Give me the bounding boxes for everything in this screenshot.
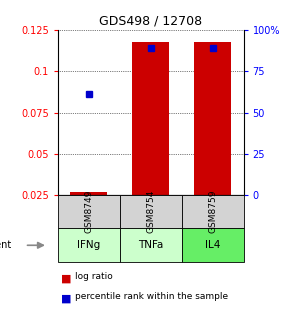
Bar: [70, 192, 108, 195]
Text: IFNg: IFNg: [77, 240, 101, 250]
Text: percentile rank within the sample: percentile rank within the sample: [75, 292, 229, 301]
Text: ■: ■: [61, 294, 71, 304]
Bar: [58, 228, 120, 262]
Bar: [132, 42, 169, 195]
Text: IL4: IL4: [205, 240, 220, 250]
Text: ■: ■: [61, 274, 71, 284]
Bar: [120, 228, 182, 262]
Bar: [120, 195, 182, 228]
Bar: [194, 42, 231, 195]
Text: TNFa: TNFa: [138, 240, 164, 250]
Bar: [182, 228, 244, 262]
Text: GSM8749: GSM8749: [84, 190, 93, 234]
Bar: [182, 195, 244, 228]
Bar: [58, 195, 120, 228]
Text: GSM8759: GSM8759: [208, 190, 217, 234]
Text: log ratio: log ratio: [75, 272, 113, 281]
Text: GSM8754: GSM8754: [146, 190, 155, 234]
Text: agent: agent: [0, 240, 12, 250]
Title: GDS498 / 12708: GDS498 / 12708: [99, 15, 202, 28]
